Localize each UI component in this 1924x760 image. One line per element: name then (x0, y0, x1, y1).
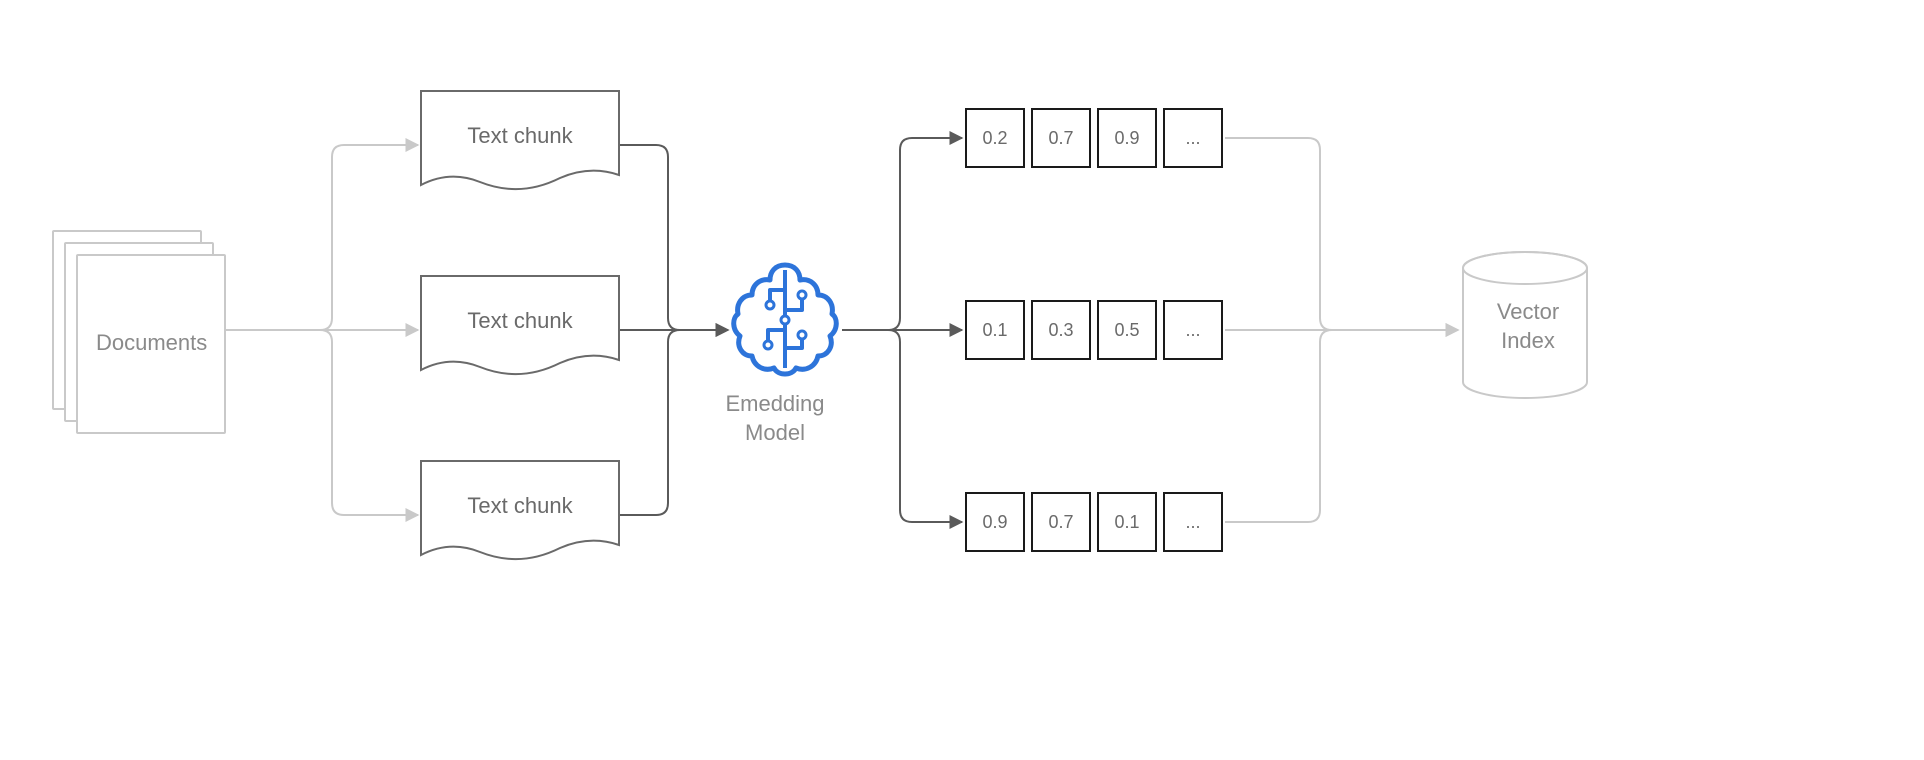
vector-cell: 0.3 (1031, 300, 1091, 360)
vector-index-label: Vector Index (1478, 298, 1578, 355)
vector-cell: 0.7 (1031, 492, 1091, 552)
documents-label: Documents (96, 330, 207, 356)
text-chunk: Text chunk (420, 460, 620, 570)
vector-row: 0.9 0.7 0.1 ... (965, 492, 1223, 552)
vector-cell: 0.1 (1097, 492, 1157, 552)
vector-index-label-line1: Vector (1497, 299, 1559, 324)
text-chunk: Text chunk (420, 275, 620, 385)
text-chunk-label: Text chunk (467, 123, 572, 149)
embedding-model-label: Emedding Model (705, 390, 845, 447)
embedding-model-node (730, 260, 840, 385)
text-chunk: Text chunk (420, 90, 620, 200)
vector-cell: ... (1163, 108, 1223, 168)
vector-cell: 0.1 (965, 300, 1025, 360)
vector-row: 0.2 0.7 0.9 ... (965, 108, 1223, 168)
vector-row: 0.1 0.3 0.5 ... (965, 300, 1223, 360)
embedding-model-label-line1: Emedding (725, 391, 824, 416)
brain-icon (730, 260, 840, 380)
vector-cell: 0.9 (1097, 108, 1157, 168)
vector-cell: 0.7 (1031, 108, 1091, 168)
text-chunk-label: Text chunk (467, 493, 572, 519)
vector-cell: ... (1163, 300, 1223, 360)
vector-cell: ... (1163, 492, 1223, 552)
connectors (0, 0, 1924, 760)
text-chunk-label: Text chunk (467, 308, 572, 334)
vector-cell: 0.5 (1097, 300, 1157, 360)
vector-cell: 0.2 (965, 108, 1025, 168)
embedding-model-label-line2: Model (745, 420, 805, 445)
vector-cell: 0.9 (965, 492, 1025, 552)
vector-index-label-line2: Index (1501, 328, 1555, 353)
